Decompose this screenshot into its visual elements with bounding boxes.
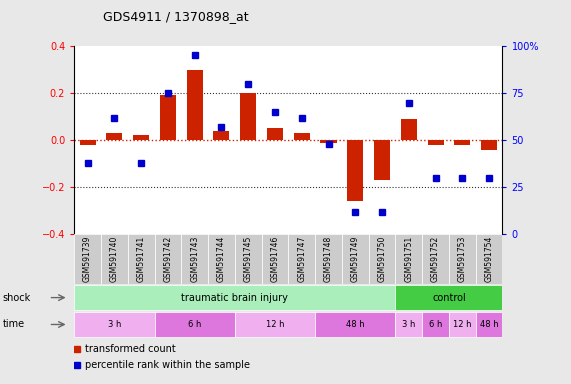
Bar [288,234,315,284]
Text: GSM591753: GSM591753 [458,236,467,282]
Text: time: time [3,319,25,329]
Text: 48 h: 48 h [346,320,364,329]
Bar [395,285,502,310]
Bar [476,312,502,337]
Bar [235,312,315,337]
Text: GSM591741: GSM591741 [136,236,146,282]
Text: transformed count: transformed count [85,344,175,354]
Text: control: control [432,293,466,303]
Bar [128,234,155,284]
Text: GSM591739: GSM591739 [83,236,92,282]
Bar [374,140,390,180]
Bar [342,234,369,284]
Bar [106,133,122,140]
Bar [208,234,235,284]
Bar [133,136,149,140]
Text: GSM591749: GSM591749 [351,236,360,282]
Bar [401,119,417,140]
Bar [422,312,449,337]
Bar [74,234,101,284]
Bar [182,234,208,284]
Bar [267,128,283,140]
Bar [262,234,288,284]
Bar [315,312,395,337]
Text: GSM591751: GSM591751 [404,236,413,282]
Text: GSM591744: GSM591744 [217,236,226,282]
Bar [79,140,96,145]
Bar [347,140,363,201]
Text: shock: shock [3,293,31,303]
Text: GSM591747: GSM591747 [297,236,306,282]
Text: GSM591746: GSM591746 [271,236,279,282]
Bar [160,96,176,140]
Bar [320,140,336,142]
Text: GSM591750: GSM591750 [377,236,387,282]
Text: 6 h: 6 h [188,320,202,329]
Text: 12 h: 12 h [453,320,472,329]
Bar [395,312,422,337]
Bar [428,140,444,145]
Bar [369,234,395,284]
Bar [476,234,502,284]
Bar [315,234,342,284]
Bar [293,133,309,140]
Bar [449,234,476,284]
Text: 48 h: 48 h [480,320,498,329]
Bar [449,312,476,337]
Text: 6 h: 6 h [429,320,443,329]
Bar [74,285,395,310]
Bar [155,234,182,284]
Text: 12 h: 12 h [266,320,284,329]
Bar [395,234,422,284]
Bar [455,140,471,145]
Bar [155,312,235,337]
Text: percentile rank within the sample: percentile rank within the sample [85,360,250,370]
Text: traumatic brain injury: traumatic brain injury [182,293,288,303]
Text: GSM591742: GSM591742 [163,236,172,282]
Bar [101,234,128,284]
Text: GSM591740: GSM591740 [110,236,119,282]
Text: GSM591754: GSM591754 [485,236,493,282]
Text: GDS4911 / 1370898_at: GDS4911 / 1370898_at [103,10,248,23]
Bar [74,312,155,337]
Text: 3 h: 3 h [402,320,416,329]
Text: GSM591743: GSM591743 [190,236,199,282]
Bar [481,140,497,149]
Bar [187,70,203,140]
Bar [235,234,262,284]
Text: GSM591745: GSM591745 [244,236,253,282]
Text: 3 h: 3 h [108,320,121,329]
Text: GSM591748: GSM591748 [324,236,333,282]
Bar [214,131,230,140]
Bar [240,93,256,140]
Bar [422,234,449,284]
Text: GSM591752: GSM591752 [431,236,440,282]
